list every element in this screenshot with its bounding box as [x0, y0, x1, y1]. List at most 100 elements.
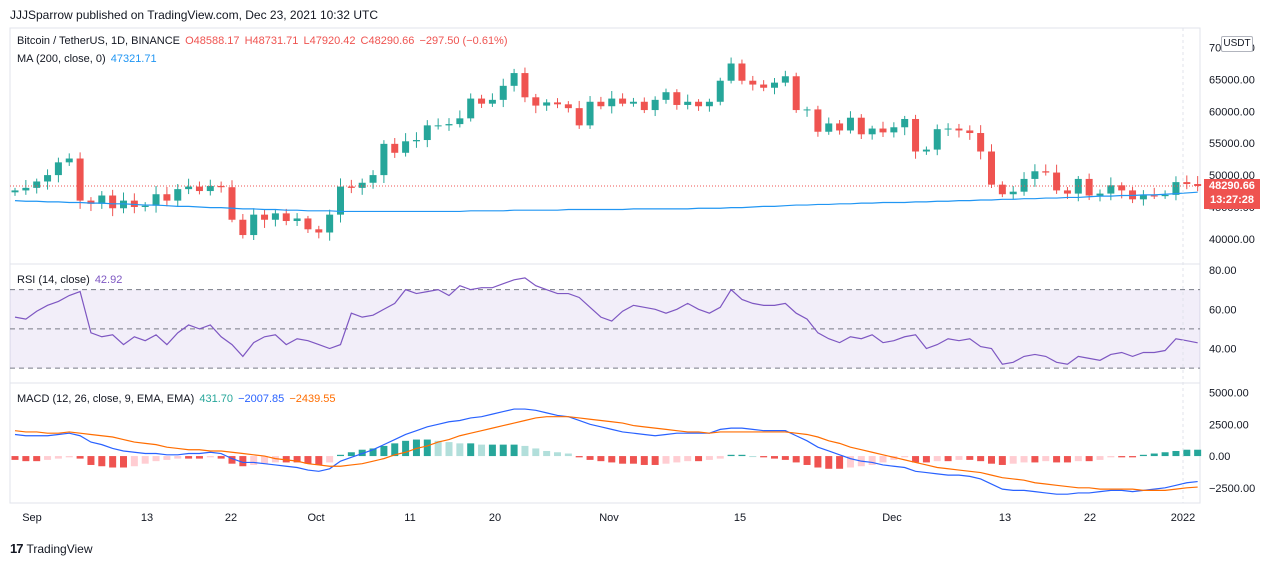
macd-histogram-bar — [1194, 449, 1202, 457]
macd-histogram-bar — [206, 456, 214, 458]
macd-histogram-bar — [250, 456, 258, 465]
candle-body — [1172, 182, 1180, 195]
macd-signal-line — [14, 416, 1198, 491]
macd-histogram-bar — [445, 442, 453, 457]
macd-histogram-bar — [1150, 453, 1158, 457]
time-axis-tick: Oct — [307, 512, 324, 524]
candle-body — [423, 125, 431, 141]
candle-body — [358, 182, 366, 188]
candle-body — [434, 125, 442, 127]
price-axis-tick: 40000.00 — [1209, 234, 1255, 246]
macd-hist-value: 431.70 — [199, 393, 233, 405]
rsi-legend: RSI (14, close) 42.92 — [17, 274, 124, 286]
macd-histogram-bar — [1096, 456, 1104, 460]
macd-histogram-bar — [1074, 456, 1082, 462]
currency-button[interactable]: USDT — [1221, 36, 1253, 52]
macd-histogram-bar — [564, 453, 572, 457]
macd-histogram-bar — [337, 454, 344, 457]
macd-histogram-bar — [174, 456, 182, 459]
symbol-title[interactable]: Bitcoin / TetherUS, 1D, BINANCE — [17, 35, 181, 47]
macd-histogram-bar — [22, 456, 30, 462]
macd-histogram-bar — [966, 456, 974, 460]
candle-body — [304, 218, 312, 230]
candle-body — [695, 101, 703, 107]
candle-body — [478, 98, 486, 104]
macd-histogram-bar — [771, 456, 778, 459]
macd-histogram-bar — [434, 440, 442, 457]
candle-body — [141, 205, 149, 207]
macd-histogram-bar — [912, 456, 920, 463]
candle-body — [586, 101, 594, 126]
candle-body — [977, 133, 985, 152]
candle-body — [1063, 190, 1071, 194]
candle-body — [651, 99, 659, 111]
macd-histogram-bar — [326, 456, 334, 463]
symbol-legend: Bitcoin / TetherUS, 1D, BINANCE O48588.1… — [17, 35, 510, 47]
candle-body — [727, 63, 735, 81]
candle-body — [239, 219, 247, 236]
candle-body — [933, 129, 941, 150]
candle-body — [619, 98, 627, 104]
candle-body — [195, 186, 203, 192]
macd-histogram-bar — [456, 443, 464, 457]
candle-body — [825, 123, 833, 132]
macd-histogram-bar — [510, 444, 518, 457]
candle-body — [836, 123, 844, 131]
macd-histogram-bar — [120, 456, 127, 468]
brand-name: TradingView — [26, 541, 93, 556]
macd-histogram-bar — [1031, 456, 1039, 463]
macd-axis-tick: −2500.00 — [1209, 483, 1255, 495]
candle-body — [1118, 185, 1126, 191]
macd-histogram-bar — [33, 456, 41, 462]
candle-body — [662, 92, 670, 100]
macd-histogram-bar — [673, 456, 681, 463]
candle-body — [1053, 172, 1061, 191]
candle-body — [543, 102, 551, 106]
macd-histogram-bar — [901, 456, 909, 458]
macd-histogram-bar — [65, 456, 73, 458]
rsi-value: 42.92 — [94, 274, 123, 286]
candle-body — [629, 101, 637, 104]
candle-body — [944, 128, 952, 130]
candle-body — [11, 190, 19, 193]
candle-body — [771, 82, 778, 88]
brand[interactable]: 17 TradingView — [10, 541, 93, 556]
macd-histogram-bar — [1139, 454, 1147, 457]
candle-body — [174, 189, 182, 201]
candle-body — [261, 214, 269, 220]
candle-body — [705, 101, 713, 107]
macd-legend: MACD (12, 26, close, 9, EMA, EMA) 431.70… — [17, 393, 338, 405]
candle-body — [87, 200, 95, 204]
macd-label[interactable]: MACD (12, 26, close, 9, EMA, EMA) — [17, 393, 195, 405]
macd-histogram-bar — [890, 456, 898, 460]
candle-body — [1183, 182, 1191, 185]
candle-body — [608, 98, 616, 107]
candle-body — [76, 158, 84, 201]
candle-body — [521, 73, 529, 98]
candle-body — [98, 195, 106, 204]
rsi-label[interactable]: RSI (14, close) — [17, 274, 90, 286]
macd-histogram-bar — [478, 444, 486, 457]
candle-body — [1107, 185, 1115, 194]
macd-histogram-bar — [879, 456, 887, 463]
candle-body — [1031, 171, 1039, 179]
macd-histogram-bar — [152, 456, 160, 462]
macd-histogram-bar — [87, 456, 95, 465]
candle-body — [814, 109, 822, 132]
macd-histogram-bar — [1183, 449, 1191, 457]
time-axis-tick: 13 — [141, 512, 153, 524]
candle-body — [1194, 184, 1202, 187]
candle-body — [868, 128, 876, 135]
candle-body — [966, 130, 974, 134]
candle-body — [347, 186, 355, 188]
candle-body — [456, 118, 464, 125]
candle-body — [1139, 195, 1147, 200]
macd-histogram-bar — [217, 456, 225, 459]
ohlc-change: −297.50 (−0.61%) — [419, 35, 508, 47]
candle-body — [1150, 195, 1158, 197]
macd-axis-tick: 5000.00 — [1209, 388, 1249, 400]
ma-label[interactable]: MA (200, close, 0) — [17, 53, 106, 65]
macd-histogram-bar — [575, 456, 583, 458]
candle-body — [217, 185, 225, 188]
